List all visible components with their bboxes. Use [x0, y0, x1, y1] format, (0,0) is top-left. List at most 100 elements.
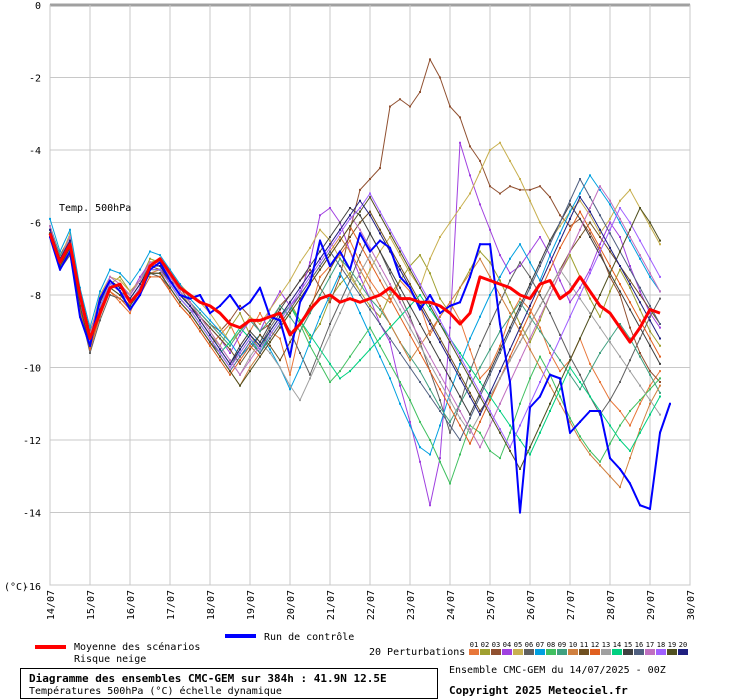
- perturbation-12-point: [359, 243, 361, 246]
- perturbation-legend-swatch: [590, 649, 600, 655]
- perturbation-11-point: [609, 250, 611, 253]
- perturbation-20-point: [659, 337, 661, 340]
- perturbation-20-point: [619, 265, 621, 267]
- perturbation-07-point: [339, 272, 341, 275]
- perturbation-07-point: [149, 250, 151, 253]
- perturbation-07-point: [179, 283, 181, 286]
- perturbation-19-point: [609, 272, 611, 275]
- perturbation-19-point: [579, 337, 581, 340]
- perturbation-07-point: [569, 210, 571, 213]
- perturbation-11-point: [379, 228, 381, 231]
- perturbation-19-point: [459, 359, 461, 362]
- perturbation-10-point: [359, 268, 361, 271]
- perturbation-07-point: [169, 268, 171, 271]
- control-run-point: [639, 504, 641, 507]
- perturbation-19-point: [479, 395, 481, 398]
- perturbation-13-point: [549, 286, 551, 289]
- perturbation-05-point: [349, 275, 351, 278]
- perturbation-15-point: [629, 308, 631, 311]
- perturbation-15-point: [369, 232, 371, 235]
- perturbation-04-point: [409, 420, 411, 423]
- perturbation-19-point: [359, 210, 361, 213]
- perturbation-09-point: [649, 373, 651, 376]
- control-run-point: [289, 355, 291, 358]
- perturbation-07-point: [549, 254, 551, 257]
- perturbation-05-point: [509, 159, 511, 162]
- perturbation-08-point: [379, 344, 381, 347]
- perturbation-16-point: [609, 232, 611, 235]
- perturbation-18-point: [519, 424, 521, 427]
- perturbation-20-point: [609, 246, 611, 249]
- perturbation-15-point: [619, 290, 621, 293]
- perturbation-09-point: [289, 315, 291, 318]
- control-run-point: [579, 420, 581, 423]
- perturbation-16-point: [499, 352, 501, 354]
- perturbation-04-point: [539, 236, 541, 238]
- x-tick-label: 25/07: [486, 590, 497, 620]
- control-run-point: [199, 294, 201, 296]
- perturbation-19-point: [539, 424, 541, 427]
- perturbation-09-point: [469, 384, 471, 387]
- perturbation-03-point: [539, 185, 541, 188]
- perturbation-03-point: [89, 330, 91, 333]
- perturbation-01-point: [559, 370, 561, 373]
- perturbation-06-point: [659, 297, 661, 300]
- perturbation-legend-number: 06: [525, 641, 533, 649]
- perturbation-01-point: [649, 384, 651, 387]
- perturbation-15-point: [549, 239, 551, 242]
- perturbation-18-point: [79, 301, 81, 304]
- perturbation-legend-number: 20: [679, 641, 687, 649]
- perturbation-15-point: [539, 261, 541, 264]
- perturbation-18-point: [459, 355, 461, 358]
- control-run-point: [169, 279, 171, 282]
- perturbation-20-point: [289, 301, 291, 304]
- perturbation-06-point: [409, 315, 411, 318]
- perturbation-07-point: [209, 319, 211, 322]
- perturbation-03-point: [309, 268, 311, 271]
- perturbation-20-point: [589, 210, 591, 213]
- perturbation-07-point: [99, 290, 101, 293]
- perturbation-05-point: [589, 214, 591, 217]
- perturbation-04-point: [639, 290, 641, 293]
- perturbation-15-point: [589, 236, 591, 238]
- perturbation-13-point: [619, 355, 621, 358]
- perturbation-04-point: [559, 279, 561, 282]
- perturbation-10-point: [539, 366, 541, 369]
- perturbation-16-point: [459, 439, 461, 441]
- perturbation-09-point: [479, 366, 481, 369]
- perturbation-09-point: [559, 359, 561, 362]
- perturbation-20-point: [439, 341, 441, 344]
- perturbation-08-point: [389, 362, 391, 365]
- perturbation-06-point: [619, 381, 621, 383]
- perturbation-08-point: [419, 420, 421, 423]
- perturbation-18-point: [169, 283, 171, 286]
- control-run-point: [569, 431, 571, 434]
- perturbation-04-point: [309, 261, 311, 264]
- perturbation-10-point: [599, 464, 601, 467]
- perturbation-05-point: [359, 290, 361, 293]
- perturbation-18-point: [359, 207, 361, 209]
- perturbation-01-point: [359, 261, 361, 264]
- perturbation-19-point: [239, 384, 241, 387]
- perturbation-18-point: [299, 290, 301, 293]
- perturbation-09-point: [589, 370, 591, 373]
- perturbation-13-point: [439, 381, 441, 383]
- control-run-point: [529, 406, 531, 409]
- perturbation-20-point: [249, 333, 251, 336]
- perturbation-07-point: [639, 257, 641, 260]
- perturbation-09-point: [259, 330, 261, 333]
- perturbation-06-point: [649, 315, 651, 318]
- perturbation-16-point: [299, 294, 301, 296]
- perturbation-16-point: [509, 330, 511, 333]
- perturbation-13-point: [419, 344, 421, 347]
- perturbation-07-point: [399, 402, 401, 405]
- perturbation-07-point: [139, 268, 141, 271]
- x-tick-label: 28/07: [606, 590, 617, 620]
- perturbation-18-point: [379, 210, 381, 213]
- perturbation-03-point: [409, 105, 411, 108]
- perturbation-06-point: [529, 275, 531, 278]
- perturbation-16-point: [529, 286, 531, 289]
- control-run-point: [629, 482, 631, 485]
- perturbation-01-point: [539, 326, 541, 329]
- perturbation-18-point: [649, 257, 651, 260]
